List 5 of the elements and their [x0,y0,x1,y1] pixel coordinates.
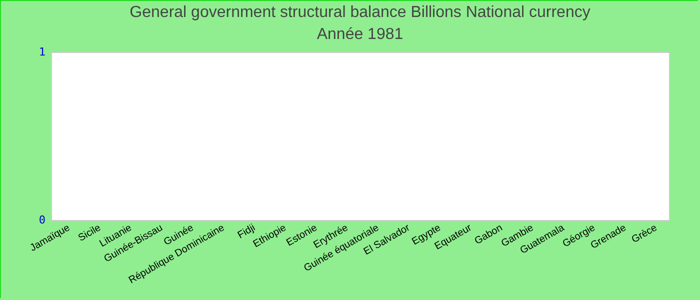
x-tick-label: Grèce [630,222,660,246]
chart-title: General government structural balance Billions National currency [130,4,590,21]
y-tick-label: 1 [38,46,46,58]
chart-subtitle: Année 1981 [316,26,404,43]
y-tick-label: 0 [38,214,46,226]
